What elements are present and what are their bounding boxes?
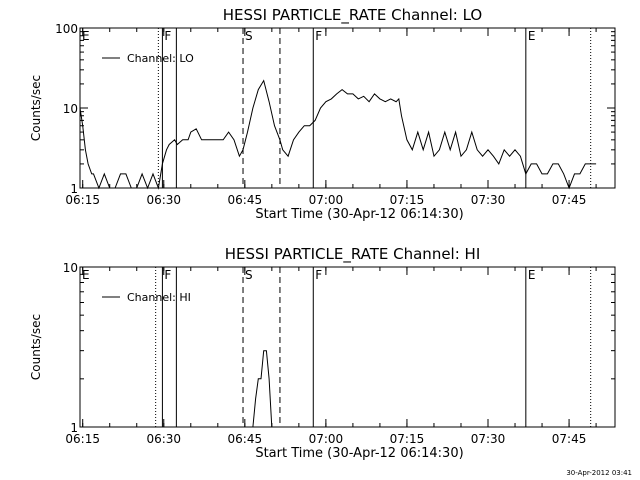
x-tick-label: 06:15	[65, 432, 100, 446]
generation-timestamp: 30-Apr-2012 03:41	[566, 469, 632, 477]
x-tick-label: 07:15	[390, 193, 425, 207]
x-tick-label: 07:30	[471, 193, 506, 207]
x-tick-label: 06:45	[228, 432, 263, 446]
event-marker-label: S	[245, 29, 253, 43]
y-tick-label: 100	[55, 22, 78, 36]
series-line	[252, 350, 273, 428]
event-marker-label: F	[164, 29, 171, 43]
legend-label: Channel: LO	[127, 52, 194, 65]
x-tick-label: 07:15	[390, 432, 425, 446]
x-axis-label: Start Time (30-Apr-12 06:14:30)	[255, 207, 463, 222]
y-tick-label: 10	[63, 102, 78, 116]
y-tick-label: 1	[70, 421, 78, 435]
y-tick-label: 10	[63, 261, 78, 275]
x-axis-label: Start Time (30-Apr-12 06:14:30)	[255, 446, 463, 461]
y-axis-label: Counts/sec	[29, 75, 43, 141]
legend-label: Channel: HI	[127, 291, 191, 304]
x-tick-label: 06:30	[146, 432, 181, 446]
x-tick-label: 07:45	[552, 432, 587, 446]
event-marker-label: F	[164, 268, 171, 282]
chart-title: HESSI PARTICLE_RATE Channel: LO	[223, 6, 482, 25]
x-tick-label: 07:30	[471, 432, 506, 446]
x-tick-label: 07:00	[309, 432, 344, 446]
event-marker-label: S	[245, 268, 253, 282]
event-marker-label: F	[315, 29, 322, 43]
x-tick-label: 07:00	[309, 193, 344, 207]
y-tick-label: 1	[70, 182, 78, 196]
x-tick-label: 06:30	[146, 193, 181, 207]
event-marker-label: E	[82, 29, 90, 43]
chart-title: HESSI PARTICLE_RATE Channel: HI	[225, 245, 481, 264]
y-axis-label: Counts/sec	[29, 314, 43, 380]
event-marker-label: F	[315, 268, 322, 282]
x-tick-label: 07:45	[552, 193, 587, 207]
event-marker-label: E	[528, 268, 536, 282]
event-marker-label: E	[82, 268, 90, 282]
x-tick-label: 06:15	[65, 193, 100, 207]
series-line	[79, 79, 597, 190]
x-tick-label: 06:45	[228, 193, 263, 207]
event-marker-label: E	[528, 29, 536, 43]
